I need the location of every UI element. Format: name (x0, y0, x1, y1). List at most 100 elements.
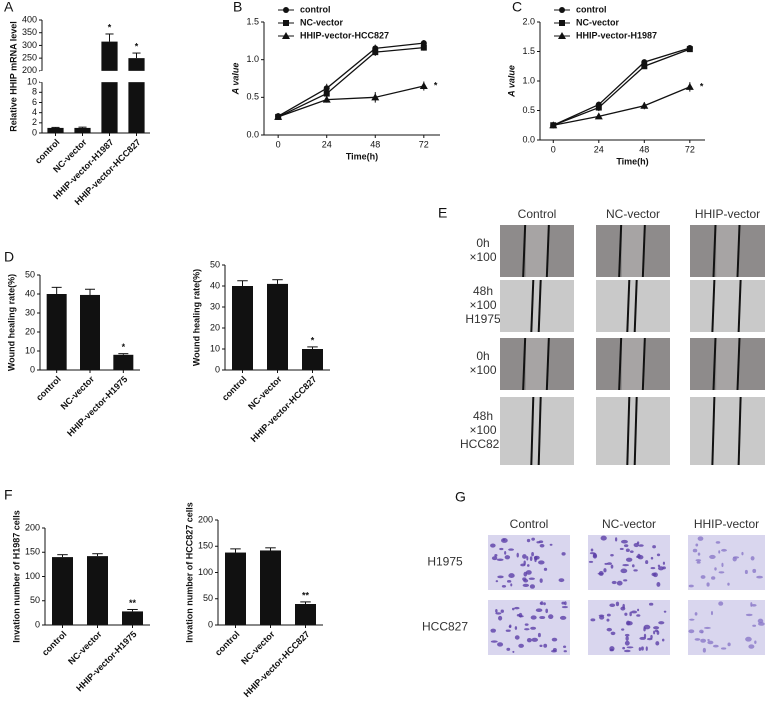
stained-cell (510, 583, 513, 587)
legend-label: HHIP-vector-HCC827 (300, 30, 389, 40)
stained-cell (508, 573, 515, 579)
scratch-area (716, 338, 739, 390)
stained-cell (689, 618, 695, 621)
column-header: HHIP-vector (694, 517, 759, 531)
scratch-edge (641, 224, 646, 278)
stained-cell (656, 630, 660, 635)
y-tick-label: 20 (25, 326, 35, 336)
stained-cell (636, 614, 641, 617)
stained-cell (501, 584, 507, 588)
stained-cell (623, 579, 628, 582)
stained-cell (643, 624, 651, 630)
x-tick-label: 48 (370, 139, 380, 149)
scratch-edge (737, 396, 742, 466)
stained-cell (621, 539, 628, 544)
stained-cell (531, 637, 539, 642)
y-axis-label: Wound healing rate(%) (191, 269, 201, 366)
bar (225, 552, 246, 625)
stained-cell (714, 567, 717, 571)
row-label: 0h (476, 349, 489, 363)
stained-cell (655, 641, 660, 646)
y-tick-label: 400 (22, 14, 37, 24)
bar (267, 283, 288, 370)
x-tick-label: HHIP-vector-H1975 (74, 629, 138, 693)
scratch-edge (537, 396, 542, 466)
column-header: NC-vector (606, 207, 660, 221)
stained-cell (622, 563, 629, 567)
stained-cell (495, 609, 498, 613)
micrograph (690, 280, 765, 332)
stained-cell (700, 575, 706, 579)
bar (87, 556, 108, 625)
legend-marker (283, 7, 289, 13)
stained-cell (610, 554, 614, 557)
stained-cell (697, 552, 701, 556)
stained-cell (625, 636, 629, 642)
significance-mark: * (135, 41, 139, 51)
y-axis-label: Wound healing rate(%) (6, 274, 16, 371)
stained-cell (539, 544, 545, 548)
stained-cell (526, 638, 532, 643)
x-tick-label: 72 (419, 139, 429, 149)
stained-cell (518, 615, 524, 618)
stained-cell (718, 571, 725, 574)
y-tick-label: 300 (22, 40, 37, 50)
y-tick-label: 1.0 (246, 54, 259, 64)
x-tick-label: control (34, 374, 63, 403)
stained-cell (531, 537, 535, 541)
scratch-edge (736, 224, 741, 278)
line (277, 42, 424, 117)
scratch-edge (522, 337, 527, 391)
stained-cell (633, 569, 638, 572)
micrograph (500, 280, 574, 332)
scratch-area (716, 225, 739, 277)
stained-cell (752, 568, 757, 574)
stained-cell (511, 607, 515, 611)
stained-cell (661, 638, 665, 642)
stained-cell (732, 556, 740, 559)
stained-cell (535, 608, 543, 612)
stained-cell (663, 610, 667, 613)
x-tick-label: control (220, 374, 249, 403)
row-label: 0h (476, 236, 489, 250)
stained-cell (622, 603, 625, 609)
scratch-edge (712, 224, 717, 278)
marker (323, 90, 330, 97)
x-tick-label: 0 (276, 139, 281, 149)
scratch-edge (530, 279, 535, 333)
y-tick-label: 200 (25, 522, 40, 532)
stained-cell (606, 618, 610, 622)
marker (685, 82, 694, 90)
stained-cell (590, 618, 596, 622)
stained-cell (543, 567, 548, 571)
bar (80, 294, 100, 370)
stained-cell (645, 646, 648, 651)
legend-label: NC-vector (576, 17, 620, 27)
marker (594, 112, 603, 120)
stained-cell (721, 562, 724, 568)
stained-cell (528, 577, 535, 580)
stained-cell (529, 584, 536, 589)
stained-cell (625, 557, 633, 562)
y-tick-label: 200 (198, 514, 213, 524)
stained-cell (631, 564, 635, 568)
scratch-edge (712, 337, 717, 391)
stained-cell (656, 553, 661, 557)
stained-cell (611, 580, 617, 585)
stained-cell (610, 564, 614, 569)
scratch-edge (545, 224, 550, 278)
scratch-edge (522, 224, 527, 278)
micrograph (596, 280, 670, 332)
stained-cell (707, 640, 714, 645)
y-tick-label: 100 (198, 567, 213, 577)
stained-cell (696, 560, 701, 564)
stained-cell (709, 554, 716, 559)
y-tick-label: 50 (203, 593, 213, 603)
scratch-edge (537, 279, 542, 333)
y-tick-label: 0.0 (246, 129, 259, 139)
stained-cell (514, 635, 520, 640)
bar (260, 550, 281, 625)
y-axis-label: Relative HHIP mRNA level (8, 21, 18, 132)
y-tick-label: 200 (22, 65, 37, 75)
marker (640, 101, 649, 109)
